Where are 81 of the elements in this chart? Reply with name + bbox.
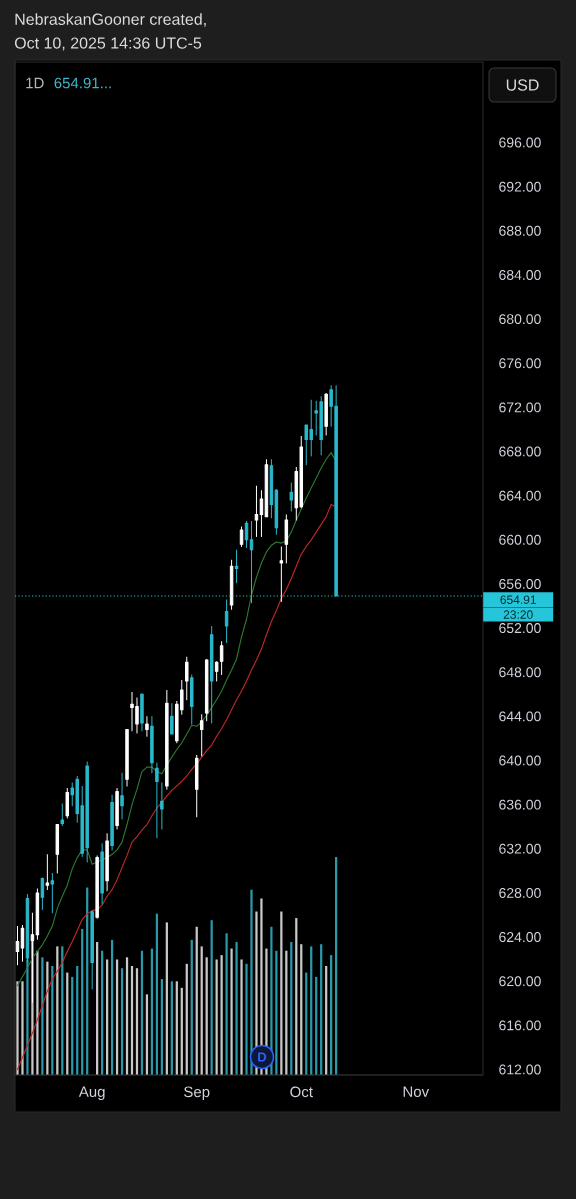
- x-tick-label: Aug: [78, 1086, 105, 1100]
- candlestick: [115, 787, 119, 830]
- bar: [21, 981, 24, 1076]
- candlestick: [100, 842, 104, 905]
- x-tick-label: Sep: [184, 1086, 210, 1101]
- text: 23:20: [503, 610, 533, 619]
- bar: [240, 959, 243, 1076]
- bar: [26, 959, 29, 1076]
- y-tick-label: 640.00: [499, 755, 541, 766]
- y-tick-label: 628.00: [499, 887, 541, 898]
- y-tick-label: 648.00: [499, 667, 541, 678]
- candlestick: [110, 794, 114, 851]
- candlestick: [214, 660, 219, 682]
- candlestick: [279, 545, 284, 603]
- candlestick: [125, 729, 129, 787]
- text: NebraskanGooner created,: [15, 13, 206, 27]
- candlestick: [165, 689, 169, 790]
- candlestick: [155, 762, 159, 839]
- x-tick-label: Oct: [290, 1086, 313, 1098]
- y-tick-label: 632.00: [499, 843, 541, 854]
- y-tick-label: 616.00: [499, 1020, 541, 1031]
- y-tick-label: 680.00: [499, 314, 541, 325]
- y-tick-label: 656.00: [499, 578, 541, 589]
- candlestick: [140, 692, 144, 732]
- y-tick-label: 612.00: [499, 1064, 541, 1075]
- candlestick: [219, 640, 224, 675]
- candlestick: [170, 702, 174, 735]
- candlestick: [284, 513, 289, 564]
- text: 1D: [26, 77, 44, 89]
- bar: [36, 950, 39, 1076]
- bar: [225, 933, 228, 1076]
- bar: [220, 955, 223, 1076]
- candlestick: [95, 854, 99, 919]
- candlestick: [190, 673, 194, 725]
- text: Oct 10, 2025 14:36 UTC-5: [14, 37, 202, 51]
- y-tick-label: 688.00: [499, 225, 541, 236]
- candlestick: [60, 803, 65, 827]
- candlestick: [145, 715, 149, 737]
- y-tick-label: 684.00: [499, 270, 541, 280]
- annotation: D: [258, 1052, 267, 1062]
- candlestick: [55, 824, 60, 874]
- candlestick: [105, 832, 109, 892]
- candlestick: [324, 392, 328, 436]
- y-tick-label: 664.00: [499, 490, 541, 501]
- candlestick: [150, 715, 154, 774]
- x-tick-label: Nov: [403, 1086, 430, 1098]
- bar: [250, 889, 253, 1076]
- candlestick: [160, 782, 164, 830]
- candlestick: [45, 853, 50, 891]
- ref-line-label: 654.91: [500, 595, 536, 604]
- candlestick: [289, 481, 294, 512]
- y-tick-label: 660.00: [499, 534, 541, 545]
- candlestick: [90, 910, 94, 990]
- candlestick: [40, 876, 45, 910]
- y-tick-label: 676.00: [499, 358, 541, 369]
- candlestick: [204, 658, 209, 722]
- candlestick: [209, 625, 214, 724]
- y-tick-label: 636.00: [499, 799, 541, 810]
- text: USD: [506, 79, 539, 91]
- bar: [16, 981, 19, 1076]
- bar: [41, 957, 44, 1076]
- candlestick: [199, 713, 204, 757]
- bar: [230, 948, 233, 1076]
- y-tick-label: 624.00: [499, 932, 541, 943]
- candlestick: [120, 772, 124, 820]
- candlestick: [65, 787, 70, 819]
- candlestick: [234, 549, 239, 584]
- candlestick: [194, 754, 199, 818]
- y-tick-label: 644.00: [499, 711, 541, 722]
- candlestick: [50, 872, 55, 914]
- y-tick-label: 652.00: [499, 623, 541, 634]
- text: 654.91...: [54, 77, 111, 89]
- y-tick-label: 668.00: [499, 446, 541, 457]
- y-tick-label: 696.00: [499, 137, 541, 148]
- bar: [275, 950, 278, 1076]
- bar: [245, 963, 248, 1076]
- y-tick-label: 692.00: [499, 181, 541, 192]
- y-tick-label: 620.00: [499, 976, 541, 987]
- bar: [235, 942, 238, 1076]
- y-tick-label: 672.00: [499, 402, 541, 413]
- candlestick: [185, 656, 189, 701]
